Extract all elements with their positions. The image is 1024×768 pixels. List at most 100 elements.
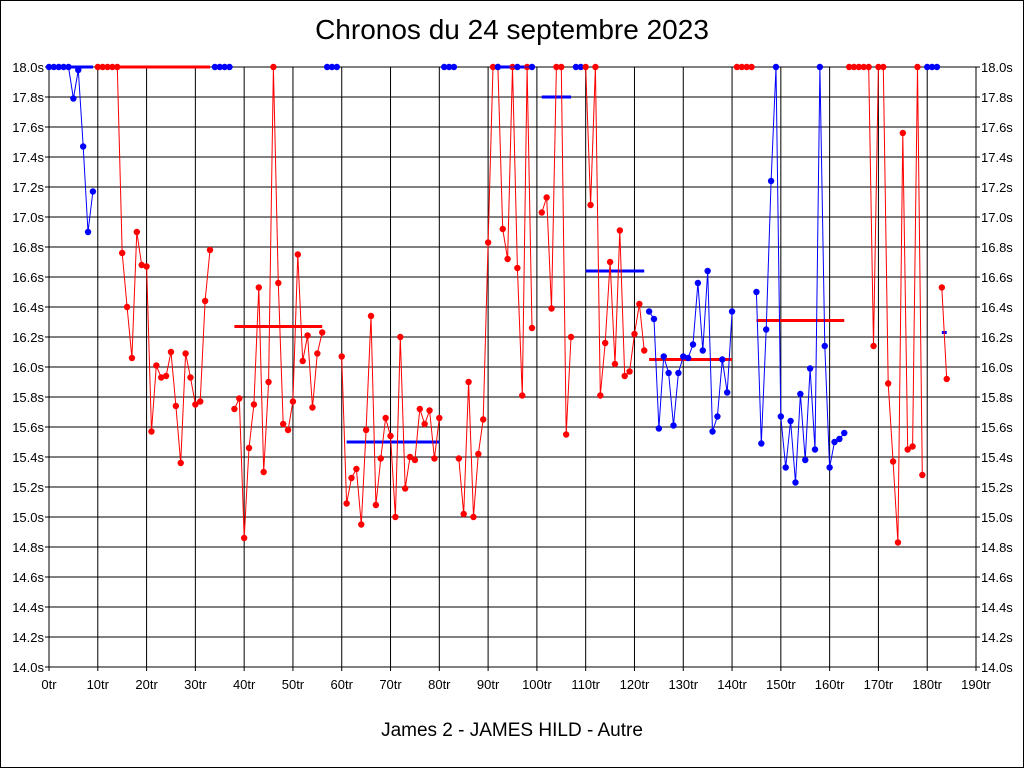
y-tick-label-right: 14.2s (981, 630, 1013, 645)
data-point (694, 279, 702, 287)
data-point (684, 354, 692, 362)
data-point (294, 251, 302, 258)
y-tick-label-left: 17.4s (12, 150, 44, 165)
data-point (343, 500, 350, 507)
data-point (231, 405, 238, 413)
y-tick-label-right: 14.6s (981, 570, 1013, 585)
data-point (743, 63, 750, 71)
data-point (894, 539, 902, 546)
data-point (631, 330, 638, 338)
y-tick-label-right: 15.8s (981, 390, 1013, 405)
data-point (587, 201, 594, 209)
data-point (304, 332, 311, 339)
x-tick-label: 10tr (87, 677, 110, 692)
data-point (411, 456, 419, 464)
data-point (689, 341, 697, 348)
data-point (865, 63, 872, 71)
data-point (567, 333, 575, 341)
series-line (648, 270, 733, 432)
series-line (233, 66, 323, 539)
data-point (279, 420, 287, 428)
data-point (816, 63, 824, 71)
data-point (182, 350, 189, 357)
data-point (221, 63, 228, 71)
data-point (577, 63, 585, 71)
x-tick-label: 80tr (428, 677, 451, 692)
data-point (445, 63, 453, 71)
data-point (450, 63, 458, 71)
series-line (49, 66, 94, 233)
y-tick-label-right: 14.4s (981, 600, 1013, 615)
data-point (104, 63, 111, 71)
data-point (50, 63, 58, 71)
data-point (323, 63, 331, 71)
data-point (616, 227, 624, 234)
data-point (802, 456, 809, 464)
data-point (738, 63, 746, 71)
y-tick-label-left: 14.2s (12, 630, 44, 645)
data-point (431, 455, 438, 462)
data-point (665, 369, 672, 377)
y-tick-label-left: 15.0s (12, 510, 44, 525)
data-point (245, 444, 253, 452)
data-point (382, 414, 389, 422)
data-point (626, 368, 633, 375)
data-point (201, 297, 209, 305)
data-point (250, 401, 258, 408)
data-point (118, 249, 126, 257)
data-point (553, 63, 560, 71)
data-point (60, 63, 67, 71)
data-point (240, 534, 248, 542)
x-tick-label: 70tr (379, 677, 402, 692)
data-point (831, 438, 838, 446)
data-point (811, 446, 819, 453)
data-point (84, 228, 92, 236)
data-point (236, 395, 243, 402)
data-point (670, 422, 677, 429)
data-point (45, 63, 53, 71)
data-point (148, 428, 155, 435)
data-point (270, 63, 277, 71)
data-point (528, 324, 536, 332)
data-point (89, 188, 97, 195)
data-point (782, 464, 789, 471)
x-tick-label: 90tr (477, 677, 500, 692)
data-point (592, 63, 599, 71)
y-tick-label-right: 17.6s (981, 120, 1013, 135)
x-tick-label: 170tr (864, 677, 894, 692)
data-point (860, 63, 867, 71)
data-point (216, 63, 223, 71)
data-point (504, 255, 511, 263)
data-point (197, 398, 204, 405)
data-point (943, 375, 950, 383)
data-point (572, 63, 580, 71)
data-point (338, 353, 345, 360)
data-point (758, 440, 765, 447)
data-point (699, 347, 706, 354)
data-point (753, 288, 760, 296)
data-point (289, 398, 297, 405)
series-line (849, 66, 923, 543)
data-point (470, 513, 477, 521)
data-point (909, 443, 916, 450)
data-point (226, 63, 233, 71)
y-tick-label-right: 17.0s (981, 210, 1013, 225)
data-point (392, 513, 399, 521)
data-point (362, 426, 370, 434)
data-point (855, 63, 863, 71)
data-point (494, 63, 502, 71)
data-point (841, 429, 848, 437)
data-point (645, 308, 653, 315)
x-tick-label: 0tr (41, 677, 57, 692)
series-line (941, 287, 948, 380)
data-point (319, 329, 326, 336)
data-point (162, 372, 170, 380)
data-point (528, 63, 536, 71)
data-point (109, 63, 116, 71)
data-point (548, 305, 555, 312)
data-point (704, 267, 711, 275)
data-point (436, 414, 443, 422)
data-point (348, 474, 355, 482)
series-line (755, 66, 845, 483)
